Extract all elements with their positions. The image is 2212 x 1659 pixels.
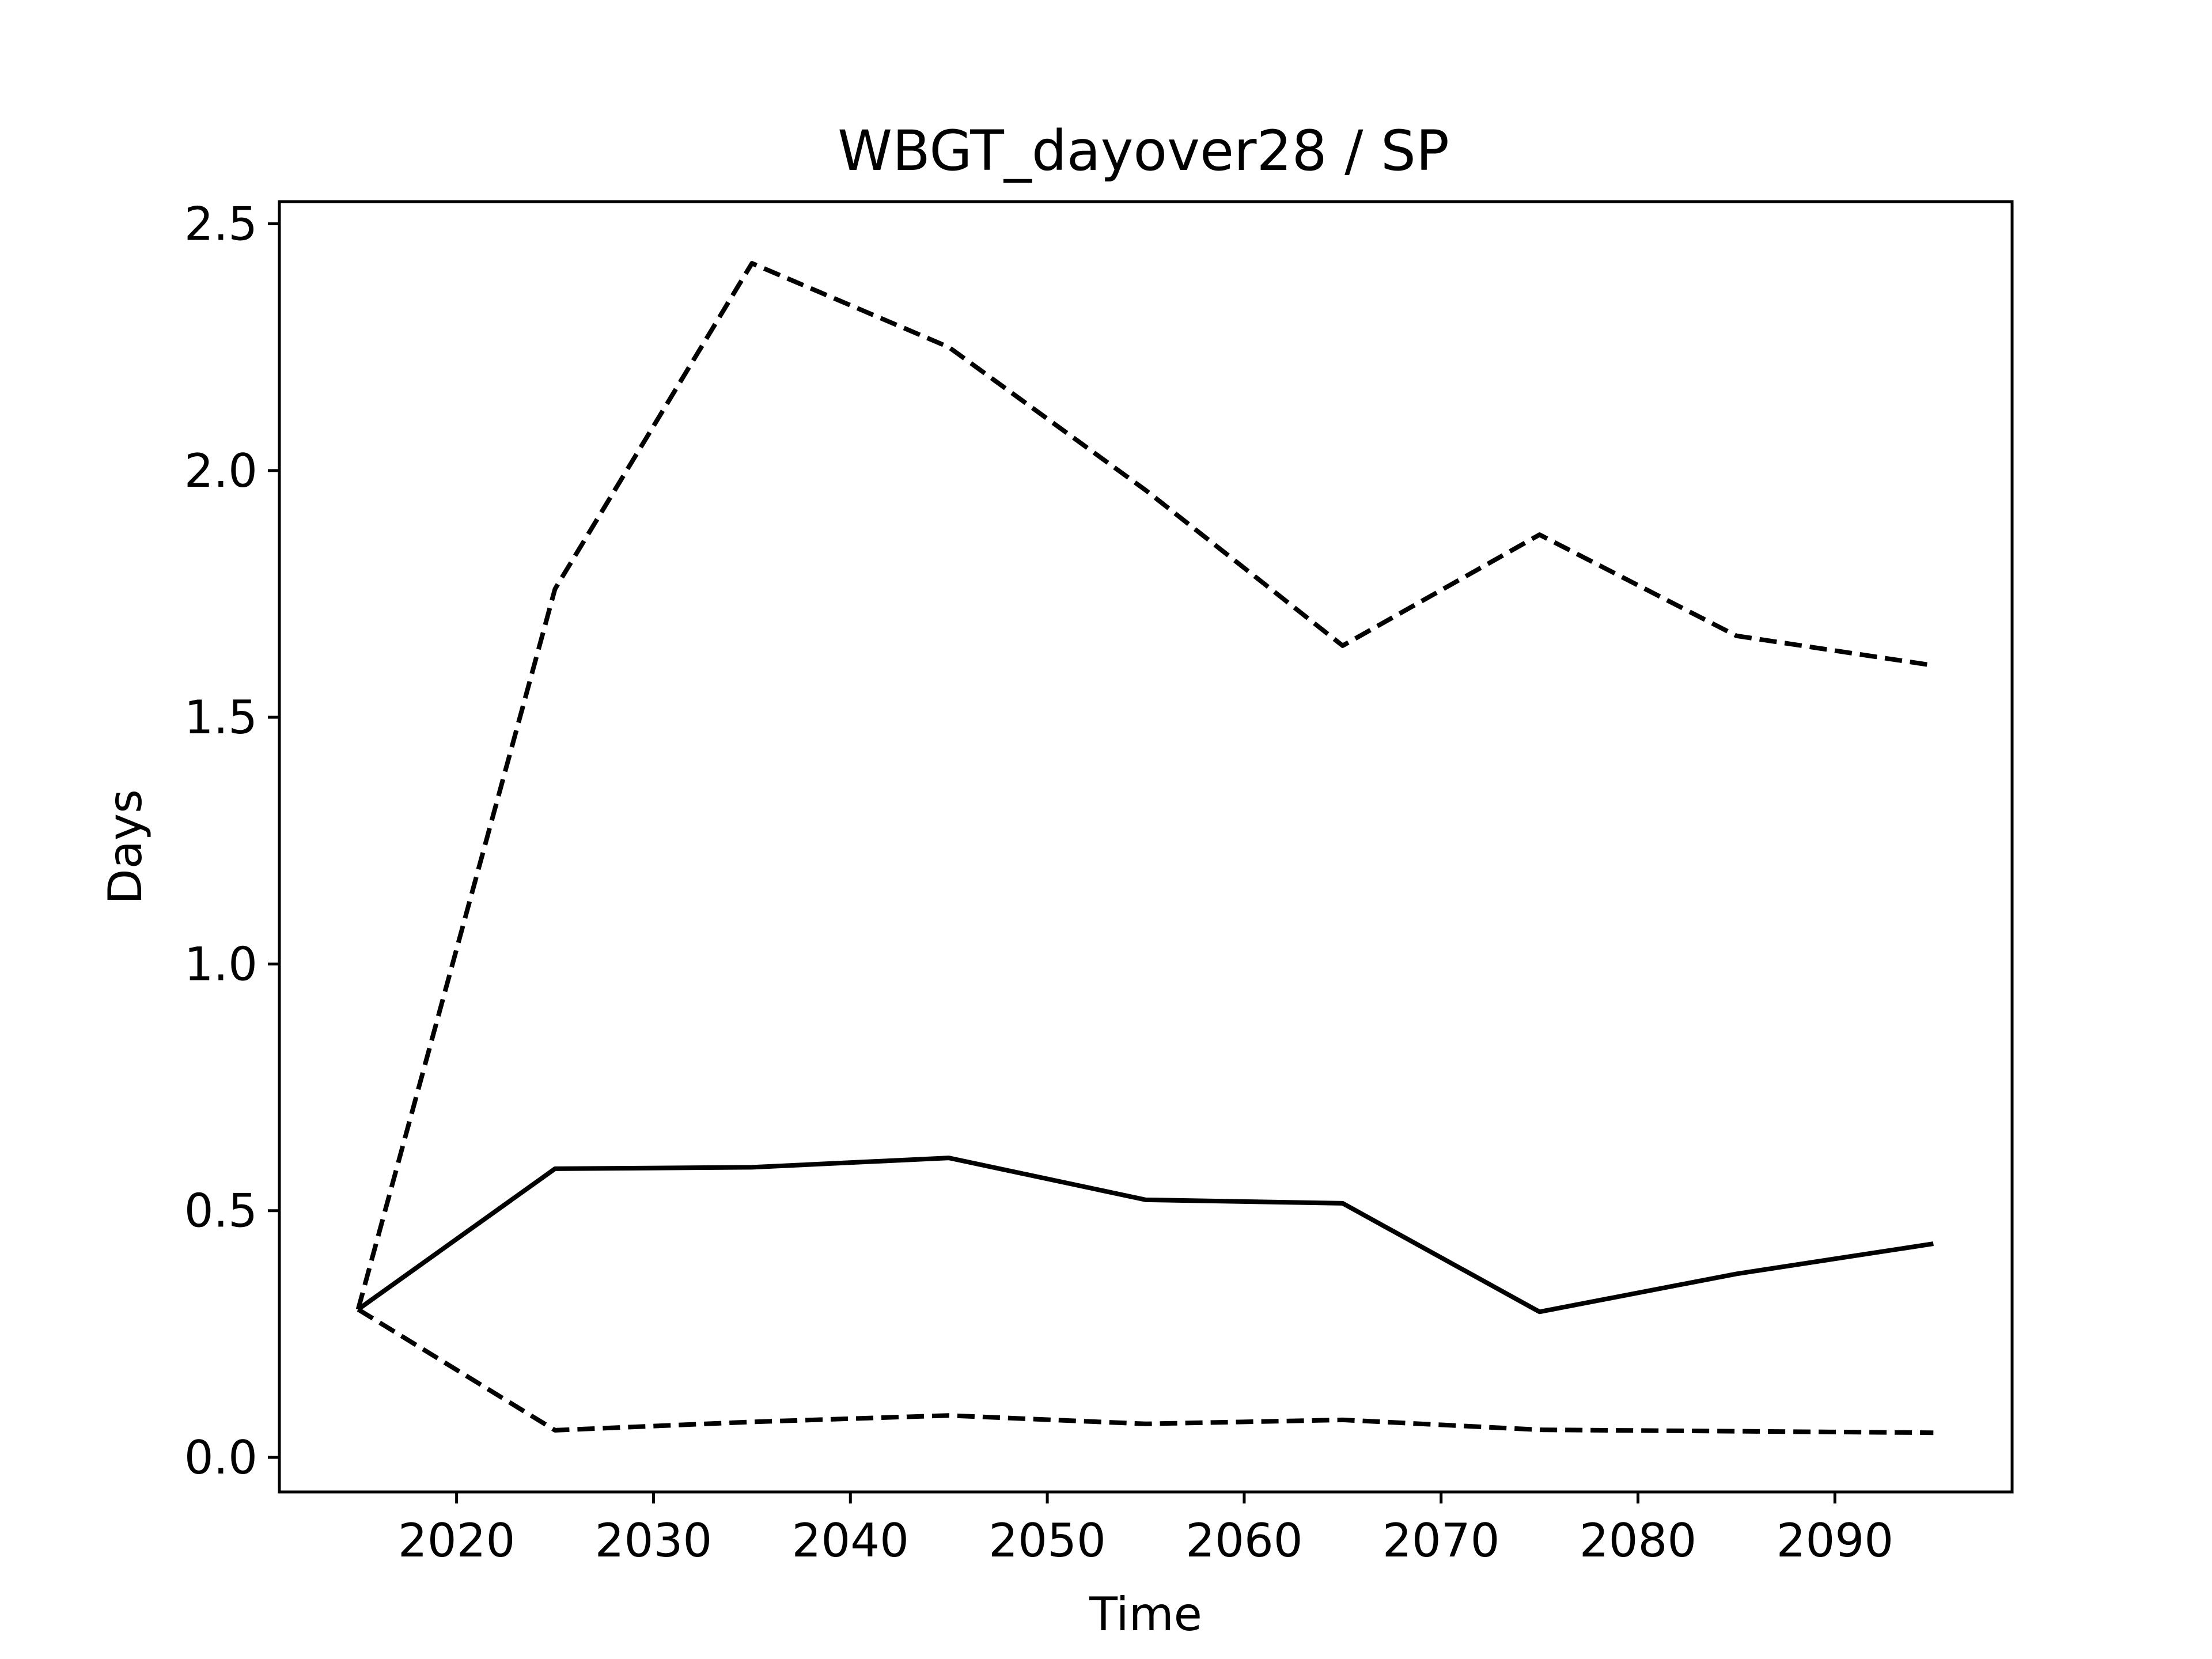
y-tick-label: 2.5 [184, 198, 257, 251]
x-tick-label: 2030 [595, 1514, 713, 1567]
y-tick-label: 2.0 [184, 444, 257, 498]
x-tick-label: 2060 [1185, 1514, 1303, 1567]
x-tick-label: 2050 [988, 1514, 1106, 1567]
x-axis: 2020 2030 2040 2050 2060 2070 2080 2090 [398, 1492, 1893, 1567]
plot-frame [278, 200, 2014, 1494]
x-tick-label: 2020 [398, 1514, 516, 1567]
series-line-3 [357, 1307, 1934, 1435]
series-line-1 [355, 261, 1934, 1310]
chart-title: WBGT_dayover28 / SP [838, 119, 1449, 183]
y-tick-label: 0.5 [184, 1184, 257, 1238]
series-layer [355, 261, 1934, 1435]
x-tick-label: 2080 [1580, 1514, 1697, 1567]
y-tick-label: 0.0 [184, 1431, 257, 1484]
x-tick-label: 2090 [1777, 1514, 1894, 1567]
y-tick-label: 1.5 [184, 691, 257, 744]
series-line-2 [357, 1156, 1934, 1315]
y-axis-label: Days [99, 789, 152, 904]
y-axis: 0.0 0.5 1.0 1.5 2.0 2.5 [184, 198, 279, 1484]
y-tick-label: 1.0 [184, 937, 257, 991]
x-tick-label: 2040 [791, 1514, 909, 1567]
x-axis-label: Time [1089, 1588, 1202, 1641]
x-tick-label: 2070 [1382, 1514, 1500, 1567]
